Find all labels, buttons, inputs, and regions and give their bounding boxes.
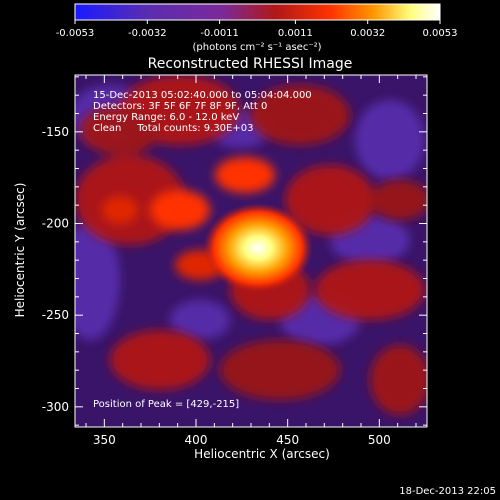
colorbar <box>74 3 441 21</box>
x-tick-label: 500 <box>368 433 391 447</box>
x-tick-label: 400 <box>185 433 208 447</box>
timestamp: 18-Dec-2013 22:05 <box>399 486 496 497</box>
colorbar-tick-label: 0.0053 <box>423 28 458 39</box>
colorbar-units-label: (photons cm⁻² s⁻¹ asec⁻²) <box>192 42 321 53</box>
y-axis-label: Heliocentric Y (arcsec) <box>13 183 27 318</box>
plot-title: Reconstructed RHESSI Image <box>148 56 353 72</box>
colorbar-tick-label: -0.0032 <box>128 28 167 39</box>
colorbar-tick-label: 0.0032 <box>350 28 385 39</box>
colorbar-tick-label: -0.0011 <box>200 28 239 39</box>
x-axis-label: Heliocentric X (arcsec) <box>194 447 330 461</box>
x-tick-label: 450 <box>276 433 299 447</box>
colorbar-tick-label: -0.0053 <box>56 28 95 39</box>
info-line: Detectors: 3F 5F 6F 7F 8F 9F, Att 0 <box>93 101 267 112</box>
y-tick-label: -250 <box>42 308 69 322</box>
info-block: 15-Dec-2013 05:02:40.000 to 05:04:04.000… <box>93 90 312 134</box>
colorbar-ticks: -0.0053 -0.0032 -0.0011 0.0011 0.0032 0.0053 <box>56 20 458 39</box>
peak-emission <box>203 203 313 293</box>
info-line: Energy Range: 6.0 - 12.0 keV <box>93 112 239 123</box>
rhessi-image <box>75 75 427 427</box>
y-tick-label: -300 <box>42 400 69 414</box>
colorbar-tick-label: 0.0011 <box>278 28 313 39</box>
y-tick-label: -150 <box>42 125 69 139</box>
info-line: 15-Dec-2013 05:02:40.000 to 05:04:04.000 <box>93 90 312 101</box>
info-line: Clean Total counts: 9.30E+03 <box>93 123 253 134</box>
peak-position-label: Position of Peak = [429,-215] <box>93 399 239 410</box>
y-tick-label: -200 <box>42 217 69 231</box>
x-tick-label: 350 <box>93 433 116 447</box>
axes: 350 400 450 500 -150 -200 -250 -300 <box>42 75 427 447</box>
